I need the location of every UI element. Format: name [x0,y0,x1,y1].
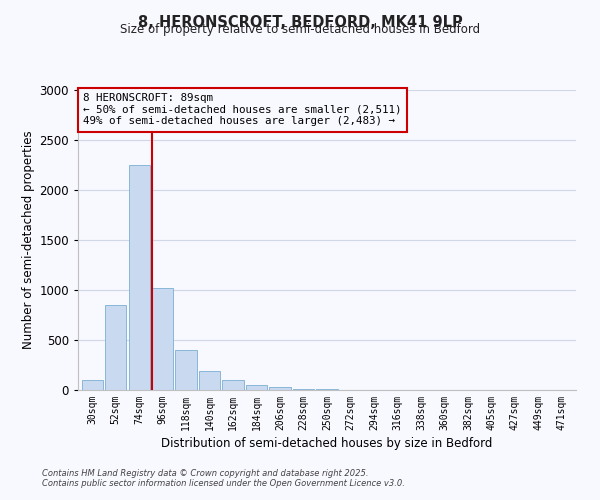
X-axis label: Distribution of semi-detached houses by size in Bedford: Distribution of semi-detached houses by … [161,437,493,450]
Text: 8, HERONSCROFT, BEDFORD, MK41 9LP: 8, HERONSCROFT, BEDFORD, MK41 9LP [137,15,463,30]
Text: Contains public sector information licensed under the Open Government Licence v3: Contains public sector information licen… [42,478,405,488]
Bar [199,370,220,390]
Text: Contains HM Land Registry data © Crown copyright and database right 2025.: Contains HM Land Registry data © Crown c… [42,468,368,477]
Bar [223,380,244,390]
Text: Size of property relative to semi-detached houses in Bedford: Size of property relative to semi-detach… [120,22,480,36]
Text: 8 HERONSCROFT: 89sqm
← 50% of semi-detached houses are smaller (2,511)
49% of se: 8 HERONSCROFT: 89sqm ← 50% of semi-detac… [83,93,401,126]
Y-axis label: Number of semi-detached properties: Number of semi-detached properties [22,130,35,350]
Bar [316,389,338,390]
Bar [152,288,173,390]
Bar [175,350,197,390]
Bar [246,384,267,390]
Bar [82,380,103,390]
Bar [105,305,126,390]
Bar [293,389,314,390]
Bar [269,387,290,390]
Bar [128,165,149,390]
